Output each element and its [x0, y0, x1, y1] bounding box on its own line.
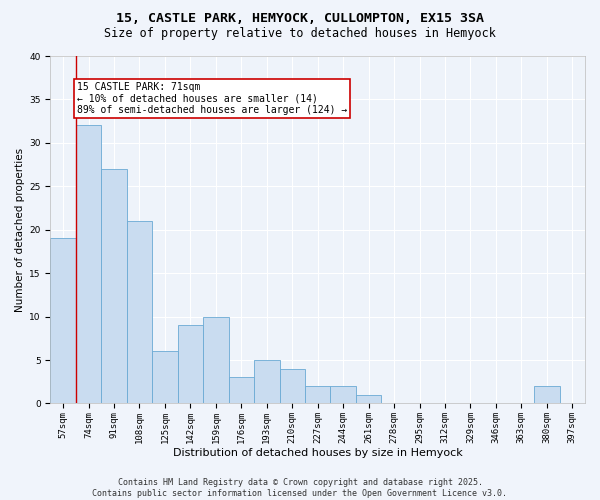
- Bar: [203, 316, 229, 404]
- Bar: [101, 169, 127, 404]
- Bar: [305, 386, 331, 404]
- Text: 15, CASTLE PARK, HEMYOCK, CULLOMPTON, EX15 3SA: 15, CASTLE PARK, HEMYOCK, CULLOMPTON, EX…: [116, 12, 484, 26]
- Bar: [331, 386, 356, 404]
- Bar: [152, 352, 178, 404]
- Bar: [76, 126, 101, 404]
- Text: 15 CASTLE PARK: 71sqm
← 10% of detached houses are smaller (14)
89% of semi-deta: 15 CASTLE PARK: 71sqm ← 10% of detached …: [77, 82, 347, 116]
- Bar: [356, 395, 382, 404]
- Bar: [178, 326, 203, 404]
- Text: Contains HM Land Registry data © Crown copyright and database right 2025.
Contai: Contains HM Land Registry data © Crown c…: [92, 478, 508, 498]
- Bar: [50, 238, 76, 404]
- Bar: [280, 368, 305, 404]
- Text: Size of property relative to detached houses in Hemyock: Size of property relative to detached ho…: [104, 28, 496, 40]
- Bar: [534, 386, 560, 404]
- Bar: [254, 360, 280, 404]
- Bar: [229, 378, 254, 404]
- Y-axis label: Number of detached properties: Number of detached properties: [15, 148, 25, 312]
- X-axis label: Distribution of detached houses by size in Hemyock: Distribution of detached houses by size …: [173, 448, 463, 458]
- Bar: [127, 221, 152, 404]
